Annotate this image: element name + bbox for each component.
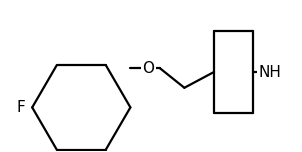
Text: F: F <box>16 100 25 115</box>
Text: O: O <box>142 61 154 76</box>
Text: NH: NH <box>258 65 281 80</box>
